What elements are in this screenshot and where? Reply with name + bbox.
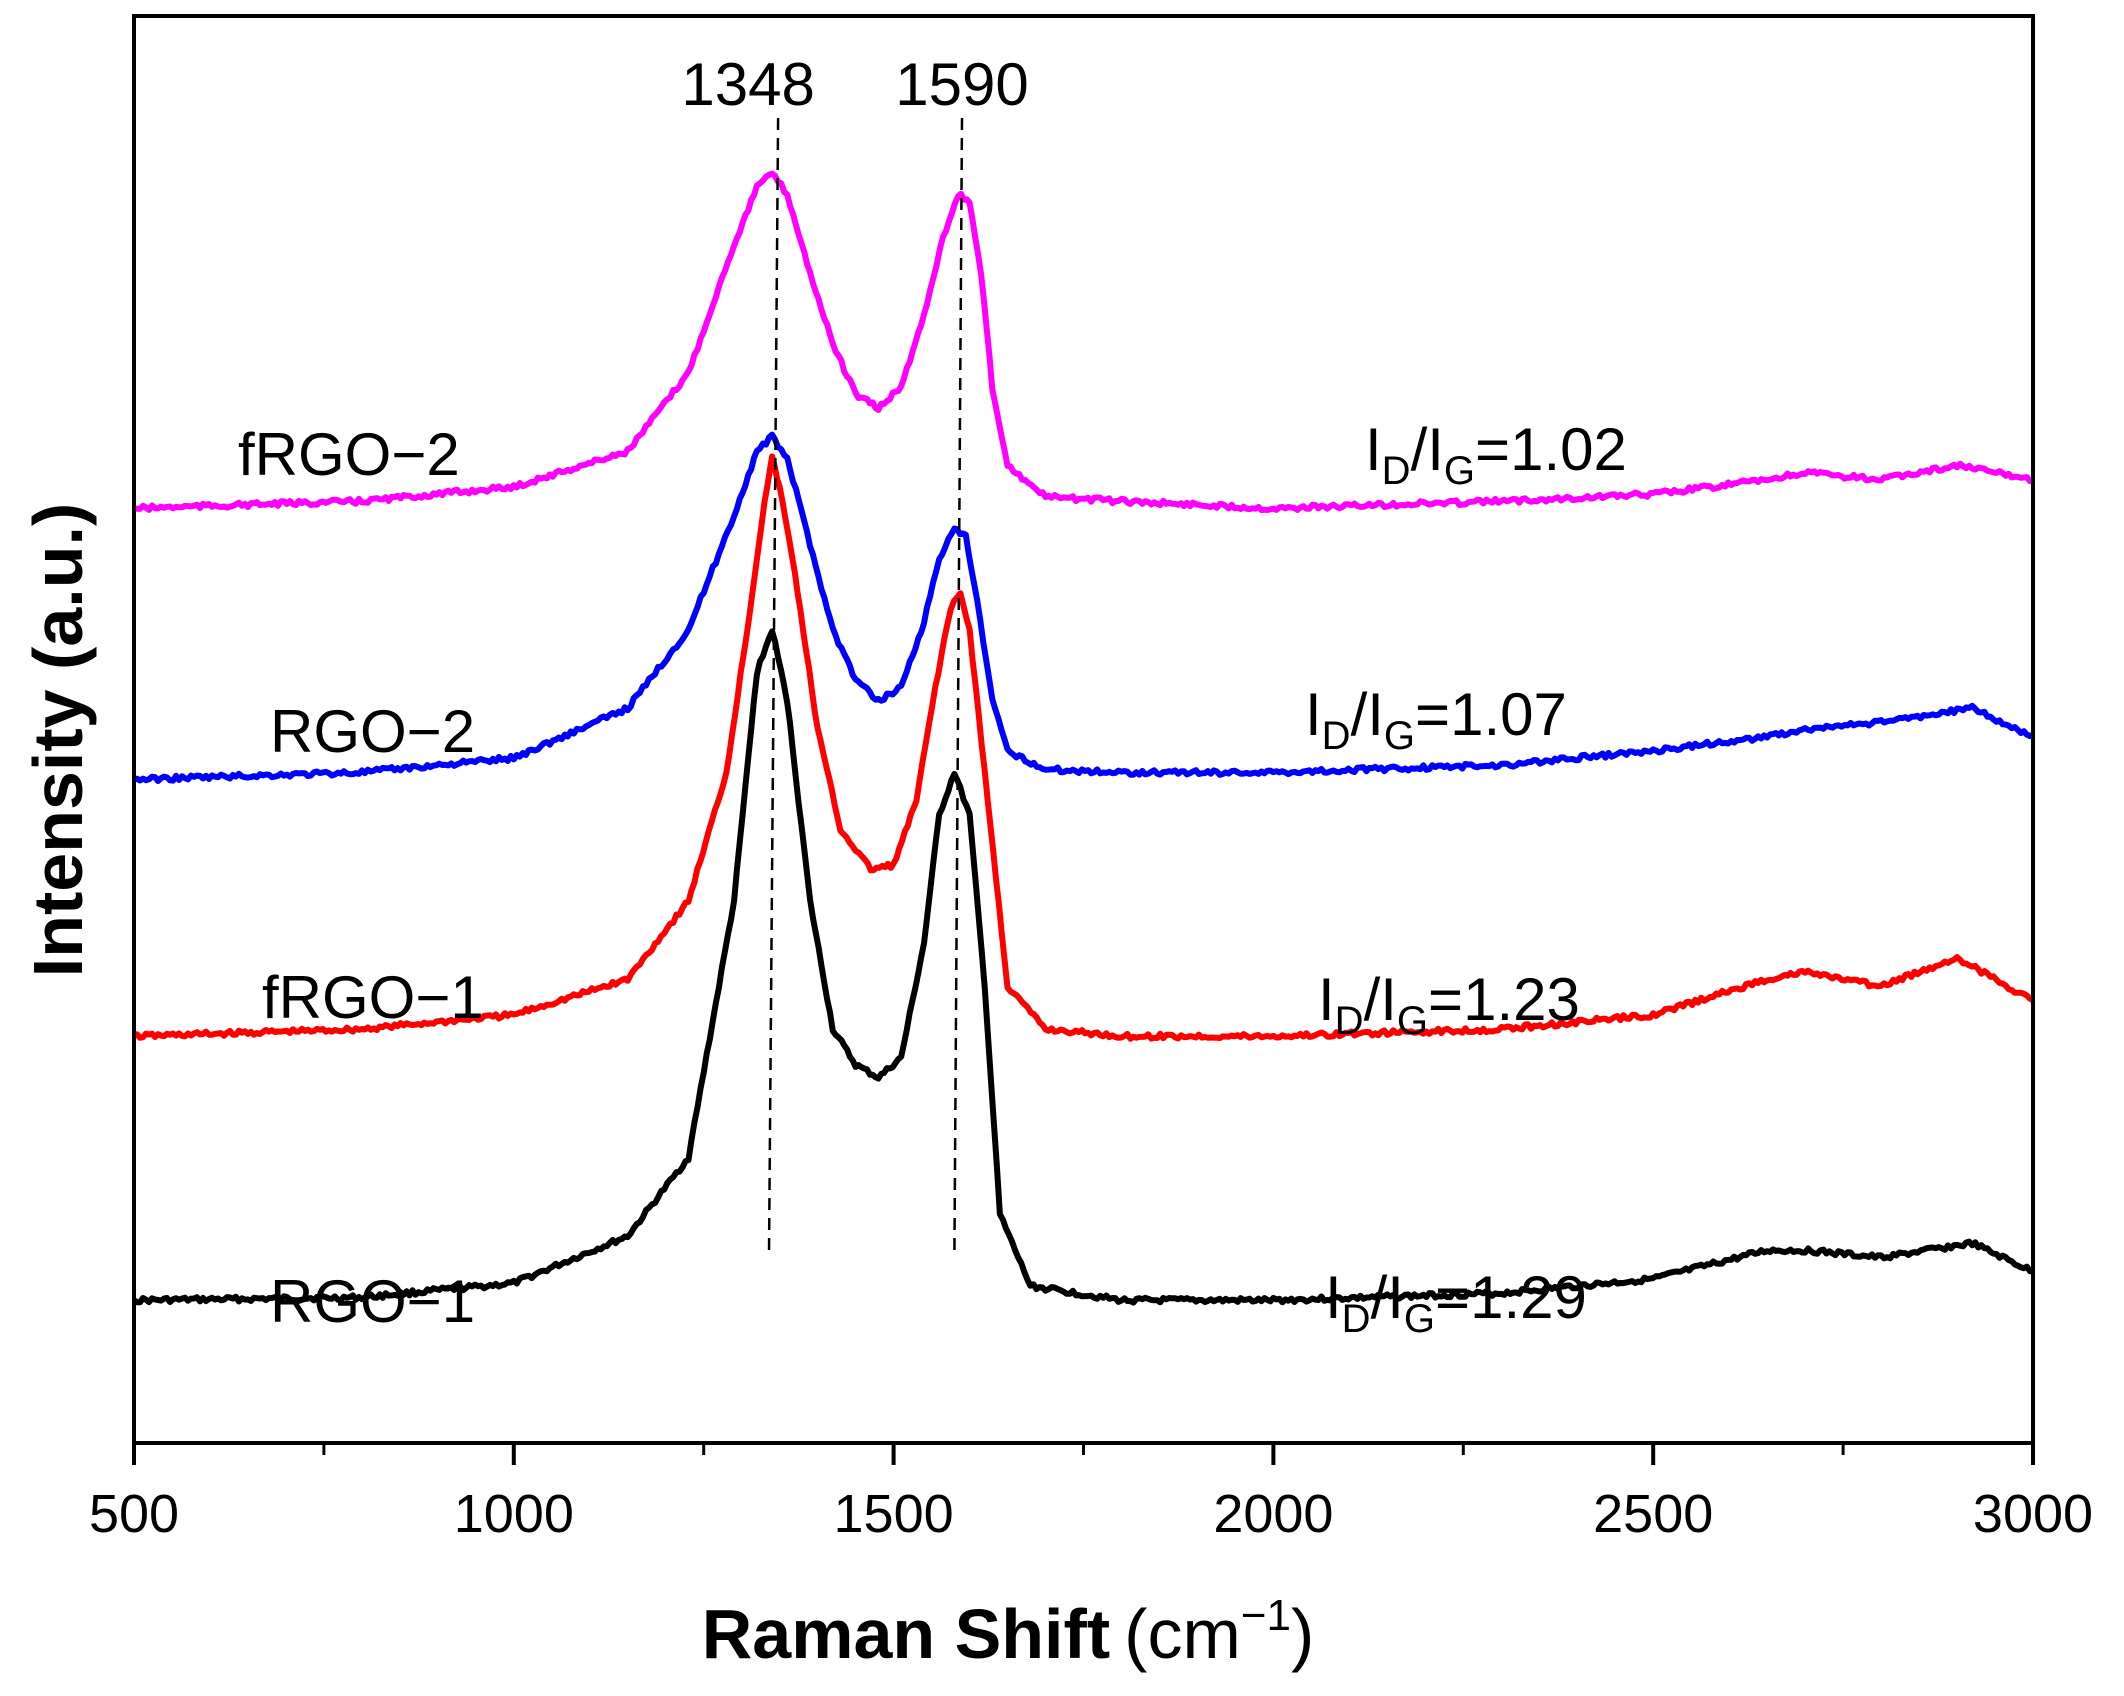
ratio-label-frgo-2: ID/IG=1.02 [1365,416,1627,493]
series-line-frgo-2 [133,170,2034,514]
series-label-frgo-2: fRGO−2 [238,421,460,488]
x-axis-tick-labels: 500 1000 1500 2000 2500 3000 [89,1484,2093,1544]
y-axis-title: Intensity (a.u.) [19,503,97,977]
peak-label-g-band: 1590 [895,51,1028,118]
series-label-frgo-1: fRGO−1 [262,964,484,1031]
ratio-label-rgo-2: ID/IG=1.07 [1305,681,1567,758]
peak-label-d-band: 1348 [681,51,814,118]
series-label-rgo-2: RGO−2 [270,698,475,765]
x-axis-ticks [132,1443,2035,1465]
series-group [132,170,2035,1306]
series-line-rgo-1 [132,628,2034,1306]
x-tick-label: 3000 [1973,1484,2093,1544]
series-line-rgo-2 [133,431,2035,784]
x-tick-label: 500 [89,1484,179,1544]
series-label-rgo-1: RGO−1 [270,1268,475,1335]
series-line-frgo-1 [132,453,2035,1042]
x-tick-label: 2000 [1213,1484,1333,1544]
peak-marker-line-1590 [953,117,964,1256]
ratio-label-rgo-1: ID/IG=1.29 [1325,1264,1587,1341]
x-tick-label: 1000 [454,1484,574,1544]
ratio-label-frgo-1: ID/IG=1.23 [1318,966,1580,1043]
x-axis-title: Raman Shift (cm−1) [702,1591,1315,1673]
peak-marker-group [767,117,964,1256]
x-tick-label: 2500 [1593,1484,1713,1544]
x-tick-label: 1500 [834,1484,954,1544]
peak-marker-line-1348 [767,117,780,1256]
